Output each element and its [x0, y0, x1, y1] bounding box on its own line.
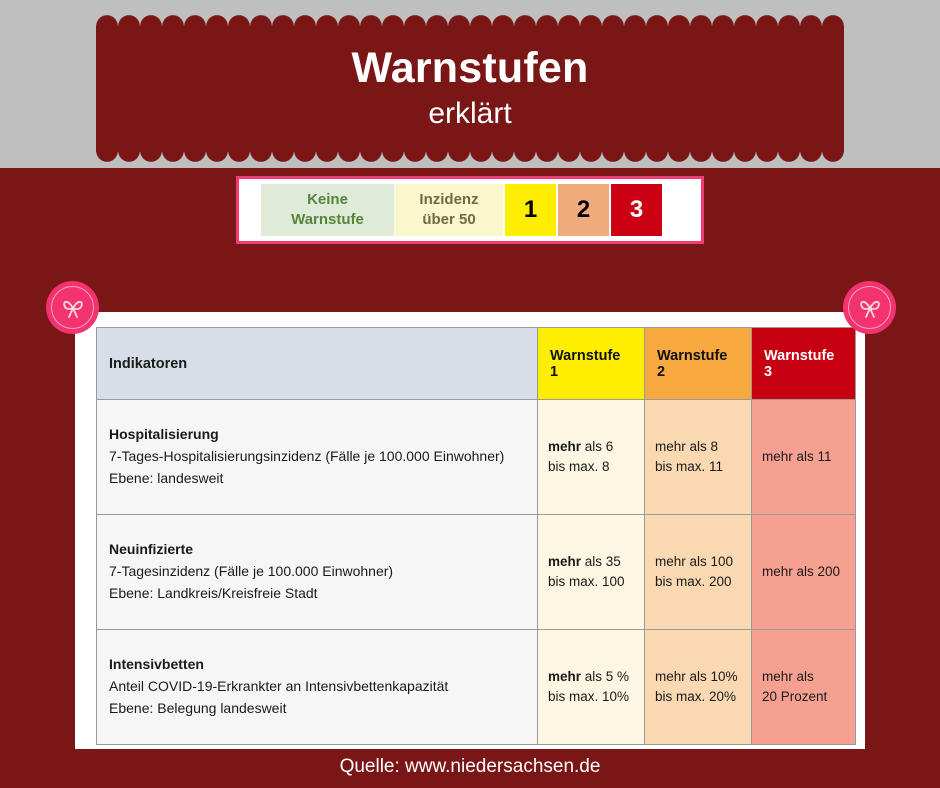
column-header-warnstufe-3: Warnstufe 3 [751, 327, 856, 400]
value-cell-warnstufe-2: mehr als 10% bis max. 20% [644, 629, 752, 745]
indicator-cell: Intensivbetten Anteil COVID-19-Erkrankte… [96, 629, 538, 745]
legend-item-inzidenz-ueber-50: Inzidenz über 50 [395, 184, 503, 236]
value-cell-warnstufe-3: mehr als 20 Prozent [751, 629, 856, 745]
legend-inzidenz-line1: Inzidenz [419, 191, 479, 209]
indicator-title: Intensivbetten [109, 656, 204, 673]
indicator-description: Anteil COVID-19-Erkrankter an Intensivbe… [109, 678, 449, 695]
bow-knot-icon [843, 281, 896, 334]
warnstufen-table: Indikatoren Warnstufe 1 Warnstufe 2 Warn… [96, 327, 856, 745]
value-cell-warnstufe-3: mehr als 11 [751, 399, 856, 515]
value-cell-warnstufe-2: mehr als 8 bis max. 11 [644, 399, 752, 515]
legend-bar: Keine Warnstufe Inzidenz über 50 1 2 3 [236, 176, 704, 244]
value-cell-warnstufe-1: mehr als 6 bis max. 8 [537, 399, 645, 515]
indicator-cell: Neuinfizierte 7-Tagesinzidenz (Fälle je … [96, 514, 538, 630]
value-line-2: bis max. 8 [548, 459, 610, 474]
value-cell-warnstufe-1: mehr als 5 % bis max. 10% [537, 629, 645, 745]
value-line-2: bis max. 11 [655, 459, 724, 474]
value-rest: als 6 [581, 438, 614, 454]
column-header-indikatoren: Indikatoren [96, 327, 538, 400]
legend-inner-panel: Keine Warnstufe Inzidenz über 50 1 2 3 [239, 179, 701, 241]
legend-item-warnstufe-1: 1 [505, 184, 556, 236]
legend-item-warnstufe-3: 3 [611, 184, 662, 236]
value-line-2: bis max. 200 [655, 574, 732, 589]
value-line-1: mehr als 200 [762, 562, 845, 582]
indicator-title: Hospitalisierung [109, 426, 219, 443]
table-panel: Indikatoren Warnstufe 1 Warnstufe 2 Warn… [75, 312, 865, 749]
bow-knot-icon [46, 281, 99, 334]
table-row: Intensivbetten Anteil COVID-19-Erkrankte… [96, 629, 856, 745]
value-strong: mehr [548, 438, 582, 454]
value-strong: mehr [548, 553, 582, 569]
indicator-title: Neuinfizierte [109, 541, 194, 558]
pin-ring-left [51, 286, 94, 329]
indicator-level: Ebene: Belegung landesweit [109, 699, 287, 716]
table-header-row: Indikatoren Warnstufe 1 Warnstufe 2 Warn… [96, 327, 856, 400]
indicator-description: 7-Tages-Hospitalisierungsinzidenz (Fälle… [109, 448, 505, 465]
value-line-1: mehr als 6 [548, 437, 634, 457]
value-rest: mehr als 10% [655, 668, 738, 684]
value-line-1: mehr als 10% [655, 667, 741, 687]
legend-keine-line1: Keine [307, 191, 348, 209]
value-cell-warnstufe-1: mehr als 35 bis max. 100 [537, 514, 645, 630]
value-line-1: mehr als 5 % [548, 667, 634, 687]
value-line-2: bis max. 20% [655, 689, 737, 704]
page-subtitle: erklärt [428, 96, 512, 130]
value-line-1: mehr als 8 [655, 437, 741, 457]
legend-cells: Keine Warnstufe Inzidenz über 50 1 2 3 [261, 184, 662, 236]
scallop-edge-bottom [96, 151, 844, 163]
pin-ring-right [848, 286, 891, 329]
legend-inzidenz-line2: über 50 [422, 211, 476, 228]
scallop-edge-top [96, 15, 844, 27]
header-plaque: Warnstufen erklärt [96, 15, 844, 163]
column-header-warnstufe-2: Warnstufe 2 [644, 327, 752, 400]
legend-item-keine-warnstufe: Keine Warnstufe [261, 184, 394, 236]
indicator-level: Ebene: landesweit [109, 469, 224, 486]
legend-warnstufe-1-label: 1 [523, 196, 538, 224]
value-strong: mehr [548, 668, 582, 684]
value-rest: mehr als [762, 668, 814, 684]
legend-warnstufe-2-label: 2 [576, 196, 591, 224]
header-body: Warnstufen erklärt [96, 26, 844, 152]
value-rest: mehr als 11 [762, 448, 832, 464]
value-line-1: mehr als [762, 667, 845, 687]
table-row: Hospitalisierung 7-Tages-Hospitalisierun… [96, 399, 856, 515]
value-rest: als 5 % [581, 668, 630, 684]
indicator-description: 7-Tagesinzidenz (Fälle je 100.000 Einwoh… [109, 563, 394, 580]
value-rest: als 35 [581, 553, 621, 569]
column-header-warnstufe-1: Warnstufe 1 [537, 327, 645, 400]
legend-keine-line2: Warnstufe [291, 211, 364, 228]
value-line-1: mehr als 100 [655, 552, 741, 572]
value-rest: mehr als 8 [655, 438, 719, 454]
indicator-level: Ebene: Landkreis/Kreisfreie Stadt [109, 584, 318, 601]
value-line-2: 20 Prozent [762, 689, 828, 704]
legend-warnstufe-3-label: 3 [629, 196, 644, 224]
value-cell-warnstufe-3: mehr als 200 [751, 514, 856, 630]
page-title: Warnstufen [351, 43, 589, 92]
source-caption: Quelle: www.niedersachsen.de [339, 756, 601, 777]
table-row: Neuinfizierte 7-Tagesinzidenz (Fälle je … [96, 514, 856, 630]
value-line-2: bis max. 10% [548, 689, 630, 704]
value-cell-warnstufe-2: mehr als 100 bis max. 200 [644, 514, 752, 630]
indicator-cell: Hospitalisierung 7-Tages-Hospitalisierun… [96, 399, 538, 515]
value-rest: mehr als 100 [655, 553, 734, 569]
value-line-2: bis max. 100 [548, 574, 625, 589]
legend-item-warnstufe-2: 2 [558, 184, 609, 236]
value-line-1: mehr als 35 [548, 552, 634, 572]
value-rest: mehr als 200 [762, 563, 841, 579]
value-line-1: mehr als 11 [762, 447, 845, 467]
